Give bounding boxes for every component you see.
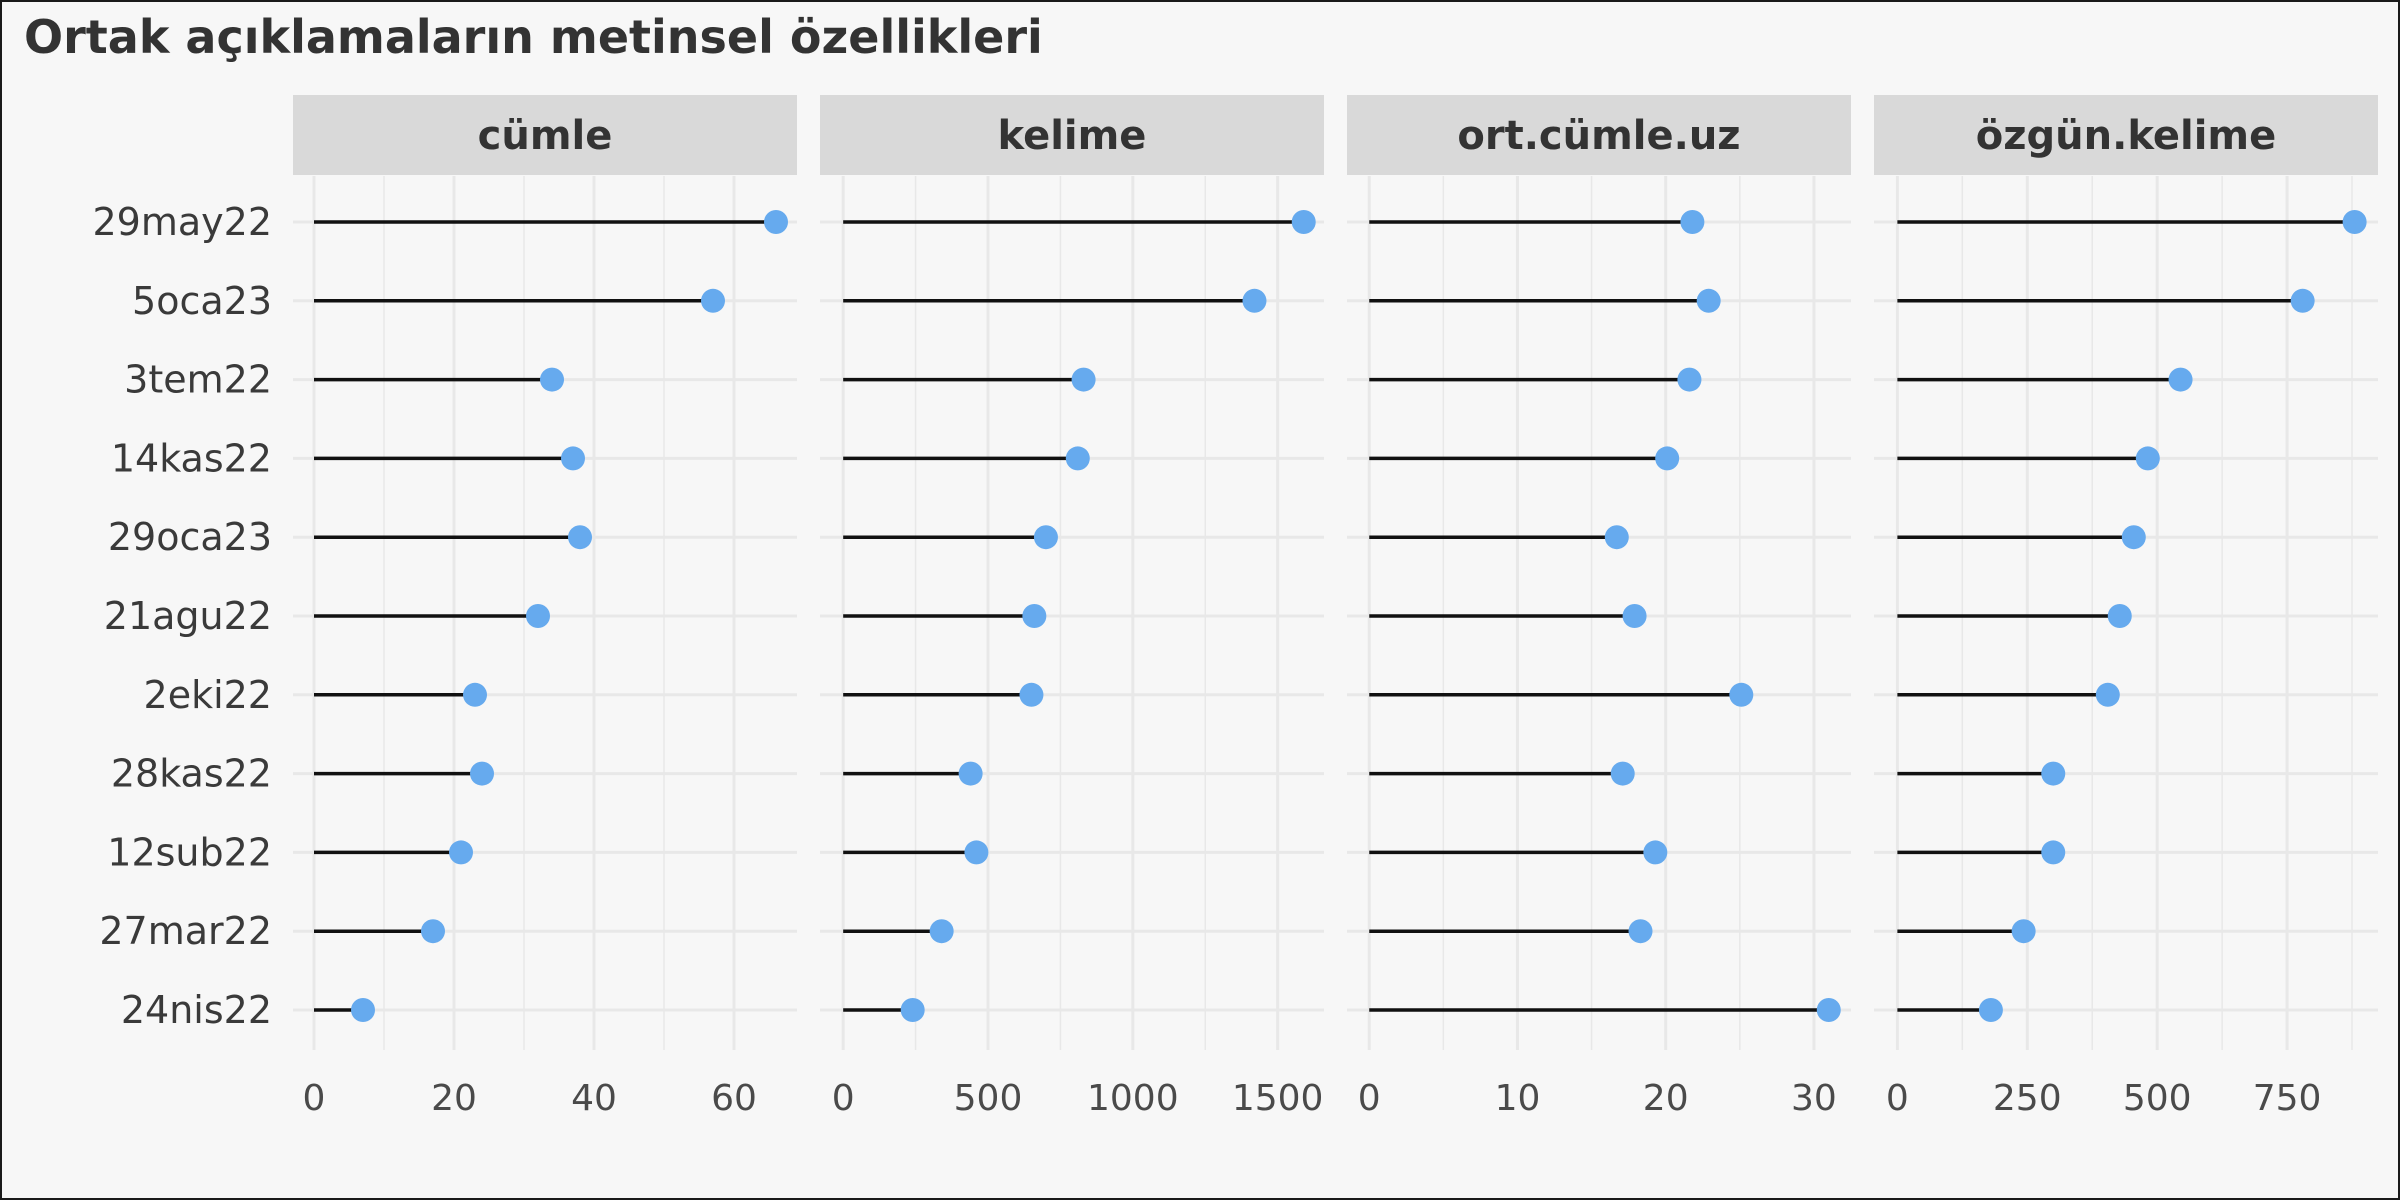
lollipop-point — [2041, 761, 2066, 786]
lollipop-point — [561, 446, 585, 471]
category-label: 12sub22 — [107, 830, 272, 874]
lollipop-point — [2135, 446, 2160, 471]
lollipop-point — [540, 367, 564, 392]
x-tick-label: 30 — [1791, 1078, 1837, 1119]
panel-strip — [1874, 95, 2378, 175]
lollipop-point — [2041, 840, 2066, 865]
x-tick-label: 500 — [2123, 1078, 2192, 1119]
lollipop-point — [900, 998, 925, 1022]
x-tick-label: 1000 — [1087, 1078, 1179, 1119]
x-tick-label: 20 — [431, 1078, 477, 1119]
panel-label: cümle — [478, 113, 613, 159]
category-label: 3tem22 — [124, 358, 272, 402]
lollipop-point — [929, 919, 954, 944]
lollipop-point — [2168, 367, 2193, 392]
lollipop-point — [2011, 919, 2036, 944]
category-label: 29may22 — [93, 200, 273, 244]
lollipop-point — [1628, 919, 1653, 944]
category-label: 14kas22 — [111, 436, 272, 480]
x-tick-label: 10 — [1495, 1078, 1541, 1119]
lollipop-point — [351, 998, 375, 1022]
lollipop-point — [1242, 288, 1267, 313]
lollipop-point — [1677, 367, 1702, 392]
lollipop-point — [1655, 446, 1680, 471]
lollipop-point — [2121, 525, 2146, 550]
lollipop-point — [1816, 998, 1841, 1022]
category-label: 24nis22 — [121, 988, 272, 1032]
x-tick-label: 60 — [711, 1078, 757, 1119]
lollipop-point — [1680, 210, 1705, 234]
lollipop-point — [470, 761, 494, 786]
lollipop-point — [1610, 761, 1635, 786]
category-label: 5oca23 — [132, 279, 272, 323]
chart-title: Ortak açıklamaların metinsel özellikleri — [24, 10, 1043, 64]
lollipop-point — [2107, 604, 2132, 628]
lollipop-point — [964, 840, 989, 865]
category-label: 2eki22 — [144, 673, 272, 717]
lollipop-point — [2342, 210, 2367, 234]
lollipop-point — [568, 525, 592, 550]
lollipop-point — [2290, 288, 2315, 313]
panel-label: kelime — [998, 113, 1147, 159]
panel-strip — [293, 95, 797, 175]
x-tick-label: 0 — [1886, 1078, 1909, 1119]
panel-label: ort.cümle.uz — [1457, 113, 1740, 159]
x-tick-label: 750 — [2253, 1078, 2322, 1119]
lollipop-point — [1696, 288, 1721, 313]
lollipop-point — [1019, 682, 1044, 707]
x-tick-label: 20 — [1643, 1078, 1689, 1119]
lollipop-point — [449, 840, 473, 865]
lollipop-point — [421, 919, 445, 944]
panel-strip — [1347, 95, 1851, 175]
category-label: 27mar22 — [99, 909, 272, 953]
x-tick-label: 0 — [1358, 1078, 1381, 1119]
lollipop-point — [958, 761, 983, 786]
lollipop-point — [1643, 840, 1668, 865]
x-tick-label: 500 — [954, 1078, 1023, 1119]
x-tick-label: 40 — [571, 1078, 617, 1119]
x-tick-label: 250 — [1993, 1078, 2062, 1119]
lollipop-point — [526, 604, 550, 628]
lollipop-point — [1022, 604, 1047, 628]
lollipop-point — [463, 682, 487, 707]
lollipop-point — [764, 210, 788, 234]
category-label: 28kas22 — [111, 752, 272, 796]
lollipop-point — [1065, 446, 1090, 471]
panel-strip — [820, 95, 1324, 175]
lollipop-point — [2095, 682, 2120, 707]
category-label: 21agu22 — [104, 594, 272, 638]
lollipop-point — [1033, 525, 1058, 550]
lollipop-point — [1604, 525, 1629, 550]
category-label: 29oca23 — [108, 515, 272, 559]
lollipop-point — [1622, 604, 1647, 628]
lollipop-point — [1291, 210, 1316, 234]
x-tick-label: 0 — [832, 1078, 855, 1119]
x-tick-label: 1500 — [1232, 1078, 1324, 1119]
lollipop-point — [701, 288, 725, 313]
lollipop-point — [1071, 367, 1096, 392]
lollipop-point — [1729, 682, 1754, 707]
lollipop-point — [1978, 998, 2003, 1022]
panel-label: özgün.kelime — [1976, 113, 2276, 159]
x-tick-label: 0 — [303, 1078, 326, 1119]
